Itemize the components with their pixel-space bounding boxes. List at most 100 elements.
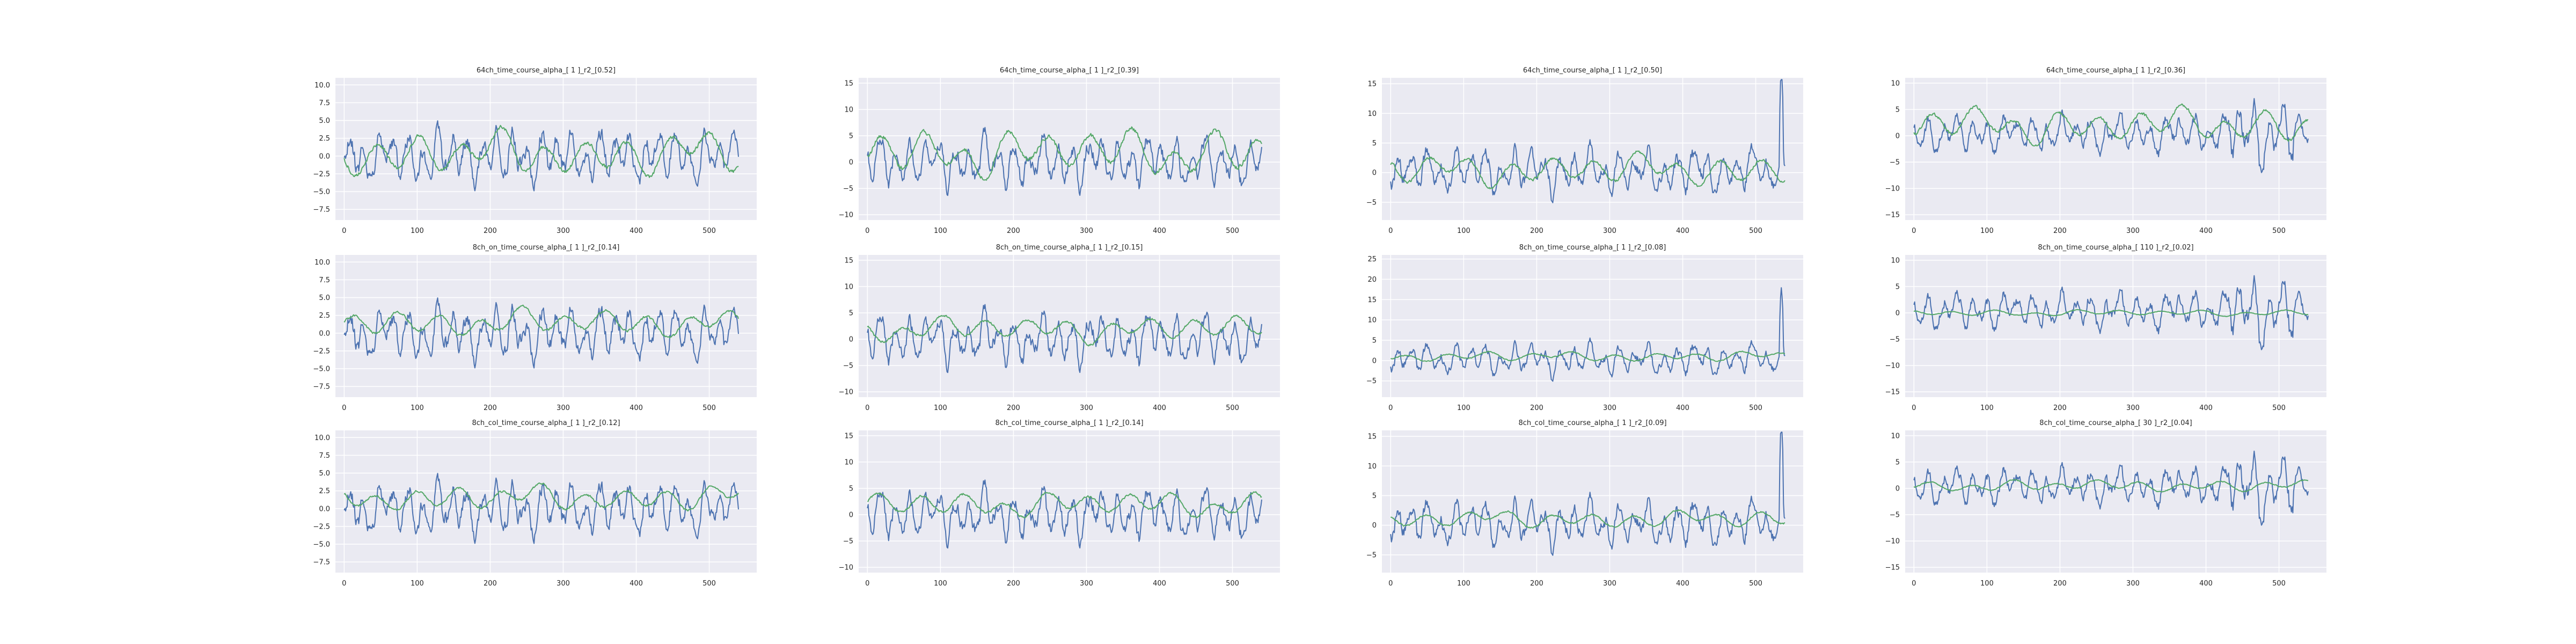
series-line-green — [1913, 309, 2309, 317]
y-tick-label: 15 — [844, 79, 853, 87]
x-tick-label: 0 — [1388, 227, 1393, 235]
x-tick-label: 200 — [2053, 227, 2067, 235]
y-tick-label: 10 — [1891, 257, 1900, 265]
series-line-green — [867, 314, 1262, 347]
y-tick-label: 5 — [1896, 106, 1900, 114]
y-tick-label: −10 — [1885, 538, 1900, 546]
x-tick-label: 400 — [1676, 580, 1689, 588]
y-tick-label: 10 — [1367, 463, 1377, 471]
y-tick-label: −5 — [843, 185, 853, 193]
subplot-title: 64ch_time_course_alpha_[ 1 ]_r2_[0.39] — [1000, 67, 1139, 75]
y-tick-label: −7.5 — [313, 559, 330, 567]
x-tick-label: 100 — [934, 404, 947, 412]
x-tick-label: 100 — [934, 580, 947, 588]
y-tick-label: 0 — [1372, 169, 1377, 177]
y-tick-label: −10 — [839, 389, 853, 397]
series-line-green — [343, 304, 739, 339]
x-tick-label: 200 — [1530, 580, 1543, 588]
x-tick-label: 0 — [1912, 227, 1916, 235]
subplot-1: 0 100 200 300 400 500 −10 −5 0 5 10 15 64ch_time_cou… — [839, 67, 1280, 235]
plot-area — [1905, 78, 2326, 220]
x-tick-label: 300 — [557, 404, 570, 412]
plot-area — [859, 255, 1280, 397]
y-tick-label: 0 — [849, 159, 853, 167]
y-tick-label: 2.5 — [319, 312, 330, 320]
y-tick-label: −5.0 — [313, 365, 330, 374]
y-tick-label: 0 — [1896, 485, 1900, 493]
subplot-title: 8ch_on_time_course_alpha_[ 1 ]_r2_[0.15] — [996, 244, 1143, 252]
y-tick-label: 10 — [1367, 110, 1377, 118]
y-tick-label: 2.5 — [319, 487, 330, 495]
y-tick-label: −5 — [1890, 511, 1900, 519]
series-line-green — [343, 125, 739, 178]
plot-area — [859, 78, 1280, 220]
x-tick-label: 0 — [342, 227, 346, 235]
x-tick-label: 100 — [411, 580, 424, 588]
subplot-title: 64ch_time_course_alpha_[ 1 ]_r2_[0.50] — [1523, 67, 1662, 75]
subplot-title: 8ch_on_time_course_alpha_[ 110 ]_r2_[0.0… — [2038, 244, 2193, 252]
y-tick-label: 15 — [844, 432, 853, 440]
x-tick-label: 500 — [702, 580, 716, 588]
x-tick-label: 300 — [1603, 580, 1616, 588]
y-tick-label: −5 — [1890, 336, 1900, 344]
y-tick-label: −2.5 — [313, 170, 330, 178]
y-tick-label: 15 — [1367, 80, 1377, 89]
y-tick-label: −10 — [839, 211, 853, 219]
x-tick-label: 500 — [1226, 580, 1239, 588]
x-tick-label: 0 — [1388, 404, 1393, 412]
x-tick-label: 500 — [1749, 227, 1762, 235]
x-tick-label: 0 — [865, 227, 869, 235]
subplot-9: 0 100 200 300 400 500 −10 −5 0 5 10 15 8ch_col_time_… — [839, 419, 1280, 588]
subplot-0: 0 100 200 300 400 500 −7.5 −5.0 −2.5 0.0 2.5 5.0 7.5… — [313, 67, 757, 235]
subplot-4: 0 100 200 300 400 500 −7.5 −5.0 −2.5 0.0 2.5 5.0 7.5… — [313, 244, 757, 412]
series-line-blue — [867, 127, 1262, 196]
y-tick-label: 10.0 — [314, 82, 330, 90]
y-tick-label: 10 — [844, 458, 853, 466]
y-tick-label: 0 — [1896, 309, 1900, 317]
y-tick-label: 20 — [1367, 276, 1377, 284]
y-tick-label: −7.5 — [313, 383, 330, 391]
x-tick-label: 200 — [1530, 404, 1543, 412]
y-tick-label: 10.0 — [314, 434, 330, 442]
subplot-title: 8ch_col_time_course_alpha_[ 1 ]_r2_[0.12… — [472, 419, 620, 427]
x-tick-label: 300 — [1603, 227, 1616, 235]
y-tick-label: 0 — [1372, 522, 1377, 530]
subplot-8: 0 100 200 300 400 500 −7.5 −5.0 −2.5 0.0 2.5 5.0 7.5… — [313, 419, 757, 588]
series-line-green — [1913, 103, 2308, 147]
x-tick-label: 500 — [1226, 404, 1239, 412]
x-tick-label: 0 — [865, 580, 869, 588]
y-tick-label: 5.0 — [319, 117, 330, 125]
subplot-title: 8ch_col_time_course_alpha_[ 1 ]_r2_[0.09… — [1518, 419, 1666, 427]
x-tick-label: 400 — [630, 580, 643, 588]
y-tick-label: 10.0 — [314, 259, 330, 267]
subplot-title: 8ch_col_time_course_alpha_[ 30 ]_r2_[0.0… — [2039, 419, 2192, 427]
x-tick-label: 500 — [1226, 227, 1239, 235]
x-tick-label: 500 — [1749, 404, 1762, 412]
y-tick-label: 0 — [849, 336, 853, 344]
y-tick-label: −15 — [1885, 389, 1900, 397]
x-tick-label: 400 — [630, 404, 643, 412]
y-tick-label: 5.0 — [319, 470, 330, 478]
x-tick-label: 300 — [1080, 404, 1093, 412]
y-tick-label: −7.5 — [313, 206, 330, 214]
y-tick-label: 15 — [1367, 433, 1377, 441]
x-tick-label: 100 — [934, 227, 947, 235]
series-line-blue — [343, 473, 739, 544]
y-tick-label: 7.5 — [319, 99, 330, 107]
y-tick-label: 0.0 — [319, 152, 330, 160]
x-tick-label: 300 — [557, 227, 570, 235]
y-tick-label: 5 — [849, 132, 853, 140]
series-line-blue — [1390, 287, 1785, 382]
series-line-green — [343, 482, 739, 511]
y-tick-label: 5 — [1372, 337, 1377, 345]
x-tick-label: 0 — [1912, 580, 1916, 588]
subplot-10: 0 100 200 300 400 500 −5 0 5 10 15 8ch_col_time_cou… — [1366, 419, 1803, 588]
x-tick-label: 100 — [1980, 227, 1994, 235]
y-tick-label: 0 — [1896, 132, 1900, 140]
x-tick-label: 400 — [2199, 227, 2213, 235]
x-tick-label: 100 — [1457, 404, 1470, 412]
x-tick-label: 500 — [2272, 227, 2286, 235]
subplot-title: 64ch_time_course_alpha_[ 1 ]_r2_[0.36] — [2046, 67, 2185, 75]
y-tick-label: 10 — [844, 283, 853, 291]
